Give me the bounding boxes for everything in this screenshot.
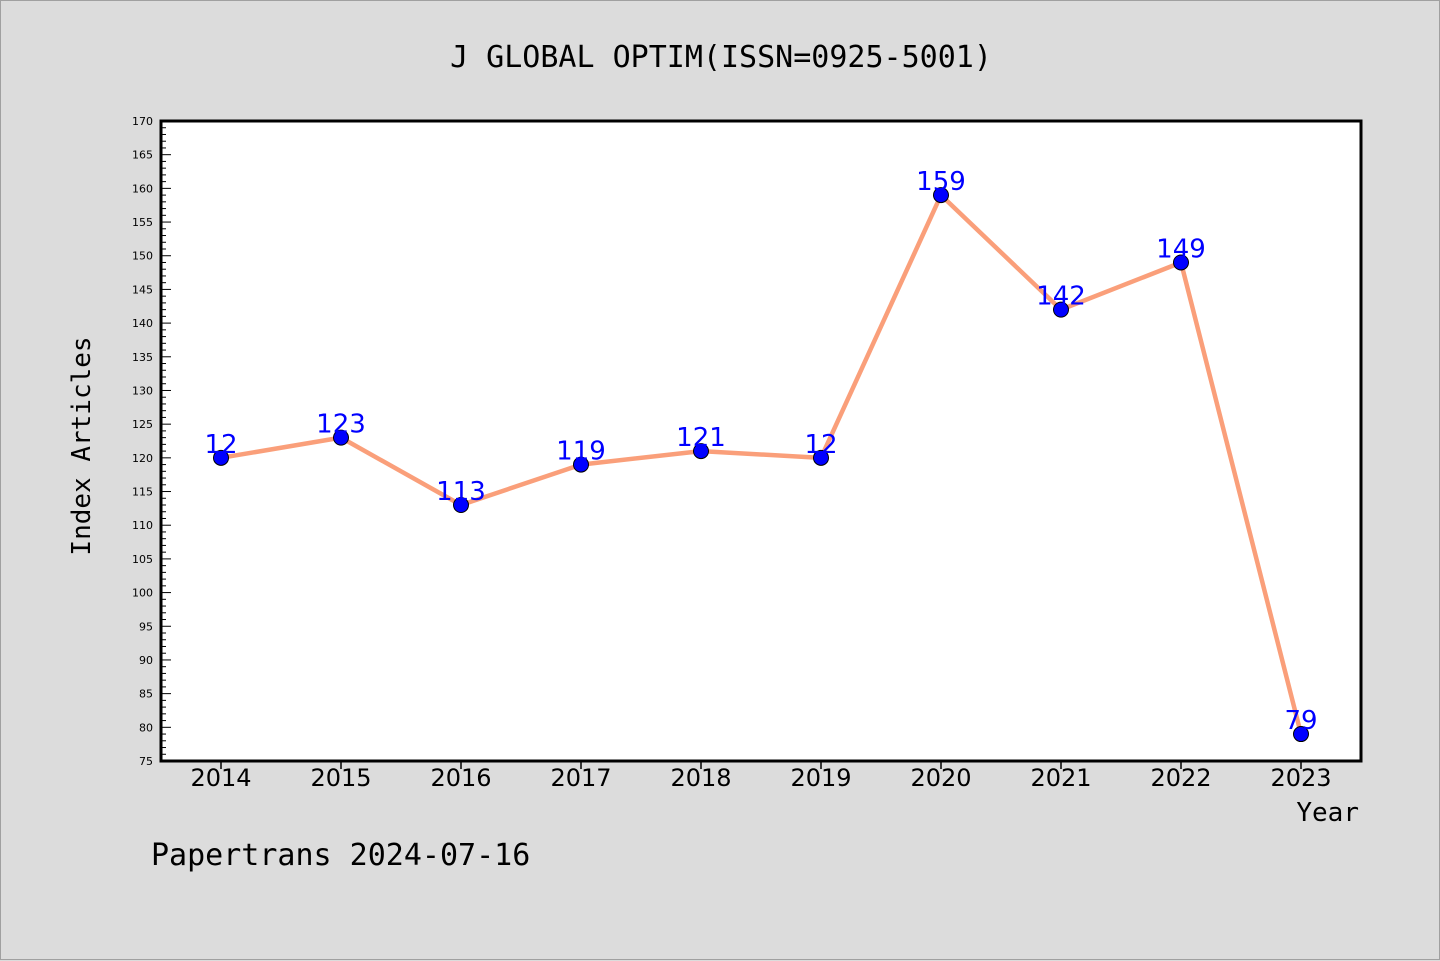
data-label: 142 [1036,282,1086,312]
y-tick-label: 170 [132,115,153,128]
y-tick-label: 105 [132,553,153,566]
y-tick-label: 95 [139,620,153,633]
y-axis-title: Index Articles [67,336,97,555]
y-tick-label: 100 [132,587,153,600]
data-point [1053,301,1069,318]
data-label: 121 [676,423,726,453]
x-axis-title: Year [1296,798,1359,828]
footer-text: Papertrans 2024-07-16 [151,838,530,873]
x-tick-label: 2022 [1150,764,1211,792]
data-label: 119 [556,437,606,467]
y-tick-label: 160 [132,182,153,195]
data-label: 12 [204,430,237,460]
x-tick-label: 2021 [1030,764,1091,792]
data-point [933,187,949,204]
x-tick-label: 2016 [430,764,491,792]
x-tick-label: 2017 [550,764,611,792]
data-point [333,429,349,446]
data-point [453,497,469,513]
y-axis: 75 80 85 90 95 100 105 110 115 120 125 130 135 140 145… [132,115,171,768]
y-tick-label: 155 [132,216,153,229]
y-tick-label: 80 [139,721,153,734]
y-tick-label: 150 [132,250,153,263]
data-point [1173,254,1189,271]
data-label: 123 [316,410,366,440]
y-tick-label: 140 [132,317,153,330]
data-label: 79 [1284,706,1317,736]
plot-area [159,119,1363,763]
data-label: 149 [1156,234,1206,264]
data-point [213,449,229,466]
marker-group [213,187,1309,743]
data-point [813,449,829,466]
y-tick-label: 85 [139,688,153,701]
y-tick-label: 130 [132,384,153,397]
x-tick-label: 2015 [310,764,371,792]
data-point [693,443,709,460]
chart-title: J GLOBAL OPTIM(ISSN=0925-5001) [450,40,992,75]
y-tick-label: 120 [132,452,153,465]
y-tick-label: 145 [132,283,153,296]
y-tick-label: 125 [132,418,153,431]
y-tick-label: 135 [132,351,153,364]
data-point [573,456,589,473]
y-tick-label: 115 [132,486,153,499]
x-tick-label: 2020 [910,764,971,792]
x-tick-label: 2023 [1270,764,1331,792]
y-tick-label: 165 [132,149,153,162]
x-tick-label: 2018 [670,764,731,792]
data-label-group: 12 123 113 119 121 12 159 142 149 79 [204,167,1317,736]
series-line-group [220,192,1304,735]
data-label: 159 [916,167,966,197]
y-tick-label: 110 [132,519,153,532]
data-label: 12 [804,430,837,460]
data-point [1293,726,1309,743]
x-axis: 2014 2015 2016 2017 2018 2019 2020 2021 2022 2023 [190,761,1332,792]
series-line [220,192,1304,735]
x-tick-label: 2019 [790,764,851,792]
y-tick-label: 90 [139,654,153,667]
x-tick-label: 2014 [190,764,251,792]
y-tick-label: 75 [139,755,153,768]
data-label: 113 [436,477,486,507]
